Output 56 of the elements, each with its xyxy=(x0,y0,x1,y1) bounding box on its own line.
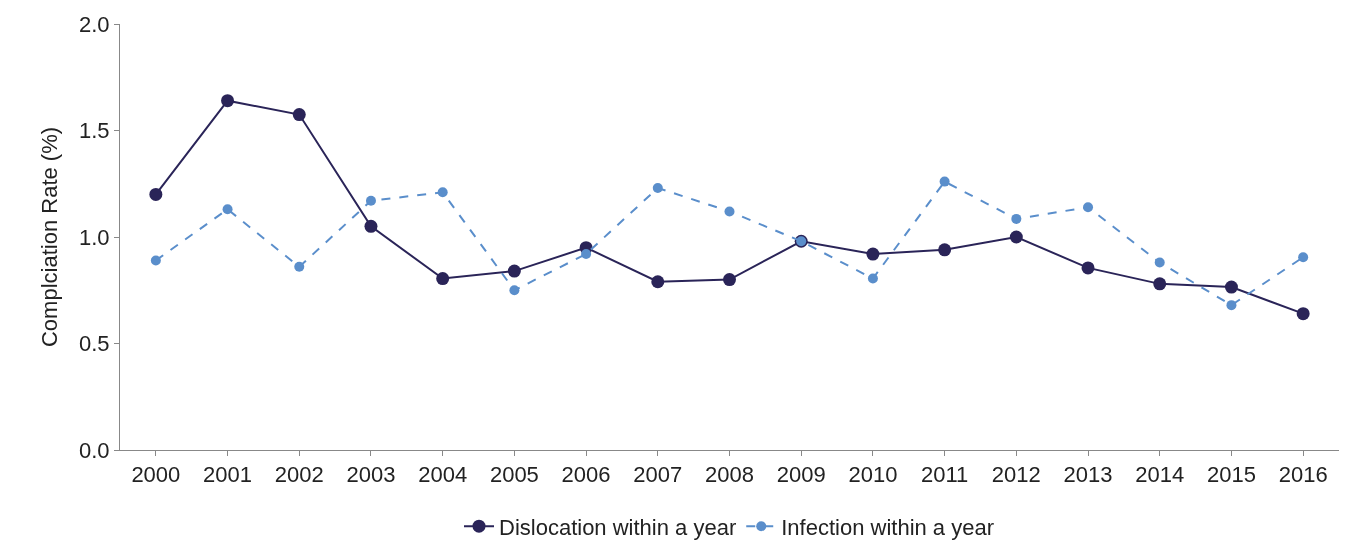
point xyxy=(723,273,736,287)
y-tick-label: 2.0 xyxy=(79,11,110,37)
x-tick-label: 2000 xyxy=(131,462,181,488)
point xyxy=(436,272,450,286)
point xyxy=(364,219,378,233)
point xyxy=(1296,307,1310,321)
point xyxy=(509,285,520,296)
point xyxy=(1298,252,1309,263)
point xyxy=(1224,280,1238,294)
point xyxy=(1154,257,1165,268)
x-tick-label: 2007 xyxy=(633,462,683,488)
point xyxy=(292,108,306,122)
y-tick-label: 1.5 xyxy=(79,118,110,144)
x-tick-label: 2004 xyxy=(418,462,468,488)
y-axis-title: Complciation Rate (%) xyxy=(36,126,62,348)
point xyxy=(1011,213,1022,224)
point xyxy=(867,273,878,284)
point xyxy=(437,187,448,198)
x-tick-label: 2005 xyxy=(489,462,539,488)
x-tick-label: 2008 xyxy=(705,462,754,488)
x-tick-label: 2011 xyxy=(920,462,969,488)
x-tick-label: 2012 xyxy=(991,462,1041,488)
point xyxy=(507,264,521,278)
x-tick-label: 2002 xyxy=(274,462,324,488)
point xyxy=(652,183,663,194)
point xyxy=(939,176,950,187)
point xyxy=(1009,230,1023,244)
x-tick-label: 2009 xyxy=(776,462,826,488)
point xyxy=(150,255,161,266)
point xyxy=(1081,261,1095,275)
x-tick-label: 2006 xyxy=(561,462,611,488)
point xyxy=(581,249,592,260)
point xyxy=(149,187,163,201)
x-tick-label: 2013 xyxy=(1063,462,1113,488)
point xyxy=(651,275,665,289)
x-tick-label: 2001 xyxy=(203,462,253,488)
point xyxy=(938,243,952,257)
y-tick-label: 1.0 xyxy=(79,224,110,250)
point xyxy=(724,206,735,217)
point xyxy=(866,247,880,261)
legend-label: Dislocation within a year xyxy=(499,514,737,540)
point xyxy=(365,195,376,206)
point xyxy=(1226,300,1237,311)
x-tick-label: 2015 xyxy=(1206,462,1256,488)
point xyxy=(222,204,233,215)
x-tick-label: 2003 xyxy=(346,462,396,488)
x-tick-label: 2014 xyxy=(1135,462,1185,488)
point xyxy=(294,261,305,272)
point xyxy=(1083,202,1094,213)
y-tick-label: 0.0 xyxy=(79,437,110,463)
y-tick-label: 0.5 xyxy=(79,331,110,357)
x-tick-label: 2010 xyxy=(848,462,898,488)
point xyxy=(1153,277,1167,291)
point xyxy=(221,94,235,108)
legend-label: Infection within a year xyxy=(781,514,995,540)
x-tick-label: 2016 xyxy=(1278,462,1328,488)
